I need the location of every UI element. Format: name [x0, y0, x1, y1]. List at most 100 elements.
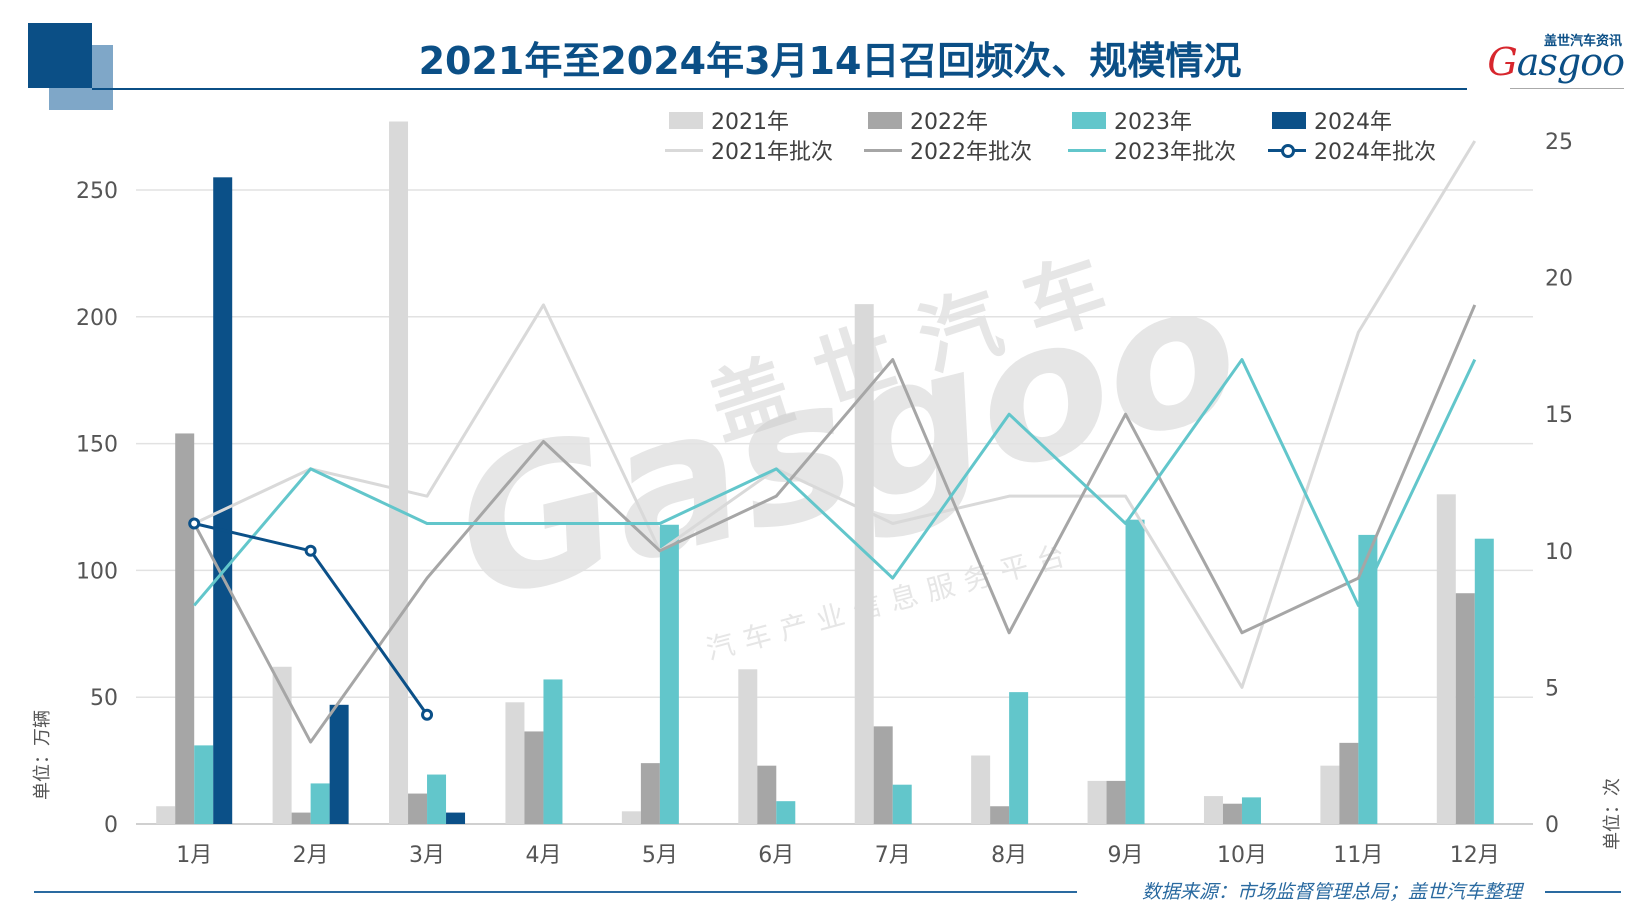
- legend-line-swatch: [665, 148, 703, 152]
- bar-2023年-10月: [1241, 797, 1261, 824]
- bar-2022年-2月: [291, 812, 311, 824]
- bar-2023年-3月: [427, 774, 447, 824]
- bar-2022年-1月: [175, 433, 195, 824]
- right-tick-label: 15: [1545, 403, 1573, 428]
- bar-2021年-12月: [1436, 494, 1456, 824]
- bar-2022年-12月: [1455, 593, 1475, 824]
- x-tick-label: 11月: [1333, 843, 1383, 868]
- bar-2023年-6月: [776, 801, 796, 824]
- footer-line-left: [34, 891, 1077, 893]
- legend-line-2021: 2021年批次: [665, 134, 833, 166]
- x-tick-label: 2月: [293, 843, 329, 868]
- left-tick-label: 200: [76, 306, 118, 331]
- x-tick-label: 6月: [758, 843, 794, 868]
- bar-2021年-2月: [272, 666, 292, 824]
- x-tick-label: 10月: [1217, 843, 1267, 868]
- legend-swatch: [1072, 111, 1106, 129]
- legend-label: 2022年批次: [910, 140, 1032, 165]
- bar-2023年-9月: [1125, 519, 1145, 824]
- bar-2023年-7月: [892, 784, 912, 824]
- logo-cn: 盖世汽车资讯: [1543, 34, 1622, 49]
- right-tick-label: 25: [1545, 130, 1573, 155]
- bar-2022年-3月: [408, 793, 428, 824]
- x-tick-label: 1月: [176, 843, 212, 868]
- legend-label: 2021年批次: [711, 140, 833, 165]
- bar-2022年-4月: [524, 731, 544, 824]
- left-tick-label: 250: [76, 179, 118, 204]
- bar-2021年-5月: [621, 811, 641, 824]
- right-axis-label: 单位：次: [1602, 778, 1623, 850]
- legend-bar-2024: 2024年: [1272, 104, 1392, 136]
- bar-2023年-12月: [1474, 538, 1494, 824]
- legend-label: 2023年批次: [1114, 140, 1236, 165]
- bar-2021年-9月: [1087, 780, 1107, 824]
- bar-2022年-5月: [640, 763, 660, 824]
- right-tick-label: 10: [1545, 540, 1573, 565]
- left-tick-label: 150: [76, 433, 118, 458]
- right-tick-label: 5: [1545, 676, 1559, 701]
- line-2022年批次: [192, 304, 1477, 744]
- bar-2021年-4月: [505, 702, 525, 824]
- right-tick-label: 20: [1545, 267, 1573, 292]
- title-underline: [92, 88, 1467, 90]
- legend-label: 2021年: [711, 110, 789, 135]
- x-tick-label: 7月: [875, 843, 911, 868]
- legend-line-swatch: [1268, 143, 1306, 158]
- bar-2024年-1月: [213, 177, 233, 824]
- source-note: 数据来源：市场监督管理总局；盖世汽车整理: [1141, 881, 1522, 903]
- left-axis-label: 单位：万辆: [32, 710, 53, 800]
- x-tick-label: 4月: [525, 843, 561, 868]
- legend-line-2022: 2022年批次: [864, 134, 1032, 166]
- gasgoo-logo: 盖世汽车资讯 Gasgoo: [1470, 30, 1630, 90]
- bar-2022年-7月: [873, 726, 893, 824]
- bar-2021年-6月: [738, 669, 758, 824]
- bar-2023年-2月: [310, 783, 330, 824]
- bar-2023年-8月: [1009, 692, 1029, 824]
- legend-label: 2024年批次: [1314, 140, 1436, 165]
- legend-swatch: [868, 111, 902, 129]
- bar-2021年-3月: [389, 121, 409, 824]
- line-2023年批次: [193, 358, 1477, 607]
- legend-bar-2023: 2023年: [1072, 104, 1192, 136]
- point-2024年批次-1月: [188, 517, 201, 530]
- left-tick-label: 0: [104, 813, 118, 838]
- legend-swatch: [1272, 111, 1306, 129]
- left-tick-label: 50: [90, 686, 118, 711]
- legend-line-swatch: [1068, 148, 1106, 152]
- decor-square-dark: [28, 23, 92, 88]
- chart-title: 2021年至2024年3月14日召回频次、规模情况: [418, 39, 1242, 83]
- logo-line: [1510, 88, 1624, 89]
- bar-2021年-8月: [971, 755, 991, 824]
- bar-2021年-11月: [1320, 765, 1340, 824]
- bar-2022年-10月: [1222, 803, 1242, 824]
- bar-2024年-3月: [446, 812, 466, 824]
- legend-line-2024: 2024年批次: [1268, 134, 1436, 166]
- bar-2022年-6月: [757, 765, 777, 824]
- bar-2022年-9月: [1106, 780, 1126, 824]
- x-tick-label: 5月: [642, 843, 678, 868]
- x-tick-label: 12月: [1450, 843, 1500, 868]
- x-tick-label: 8月: [991, 843, 1027, 868]
- right-tick-label: 0: [1545, 813, 1559, 838]
- point-2024年批次-3月: [421, 708, 434, 721]
- left-tick-label: 100: [76, 559, 118, 584]
- logo-en: Gasgoo: [1487, 40, 1625, 84]
- line-2021年批次: [193, 140, 1477, 689]
- legend-line-2023: 2023年批次: [1068, 134, 1236, 166]
- bar-2023年-1月: [194, 745, 214, 824]
- bar-2022年-11月: [1339, 742, 1359, 824]
- bar-2021年-7月: [854, 304, 874, 824]
- legend-line-swatch: [864, 148, 902, 152]
- legend-swatch: [669, 111, 703, 129]
- bar-2023年-5月: [659, 524, 679, 824]
- bar-2023年-4月: [543, 679, 563, 824]
- point-2024年批次-2月: [304, 544, 317, 557]
- legend-label: 2023年: [1114, 110, 1192, 135]
- bar-2022年-8月: [990, 806, 1010, 824]
- legend-bar-2022: 2022年: [868, 104, 988, 136]
- footer-line-right: [1545, 891, 1621, 893]
- bar-2021年-10月: [1203, 796, 1223, 824]
- bar-2024年-2月: [329, 704, 349, 824]
- x-tick-label: 9月: [1108, 843, 1144, 868]
